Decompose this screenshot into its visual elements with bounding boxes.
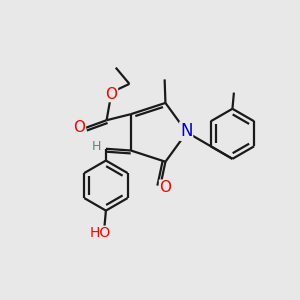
Text: HO: HO — [89, 226, 111, 240]
Text: H: H — [92, 140, 101, 153]
Text: O: O — [106, 86, 118, 101]
Text: O: O — [160, 180, 172, 195]
Text: O: O — [74, 120, 86, 135]
Text: N: N — [180, 122, 193, 140]
